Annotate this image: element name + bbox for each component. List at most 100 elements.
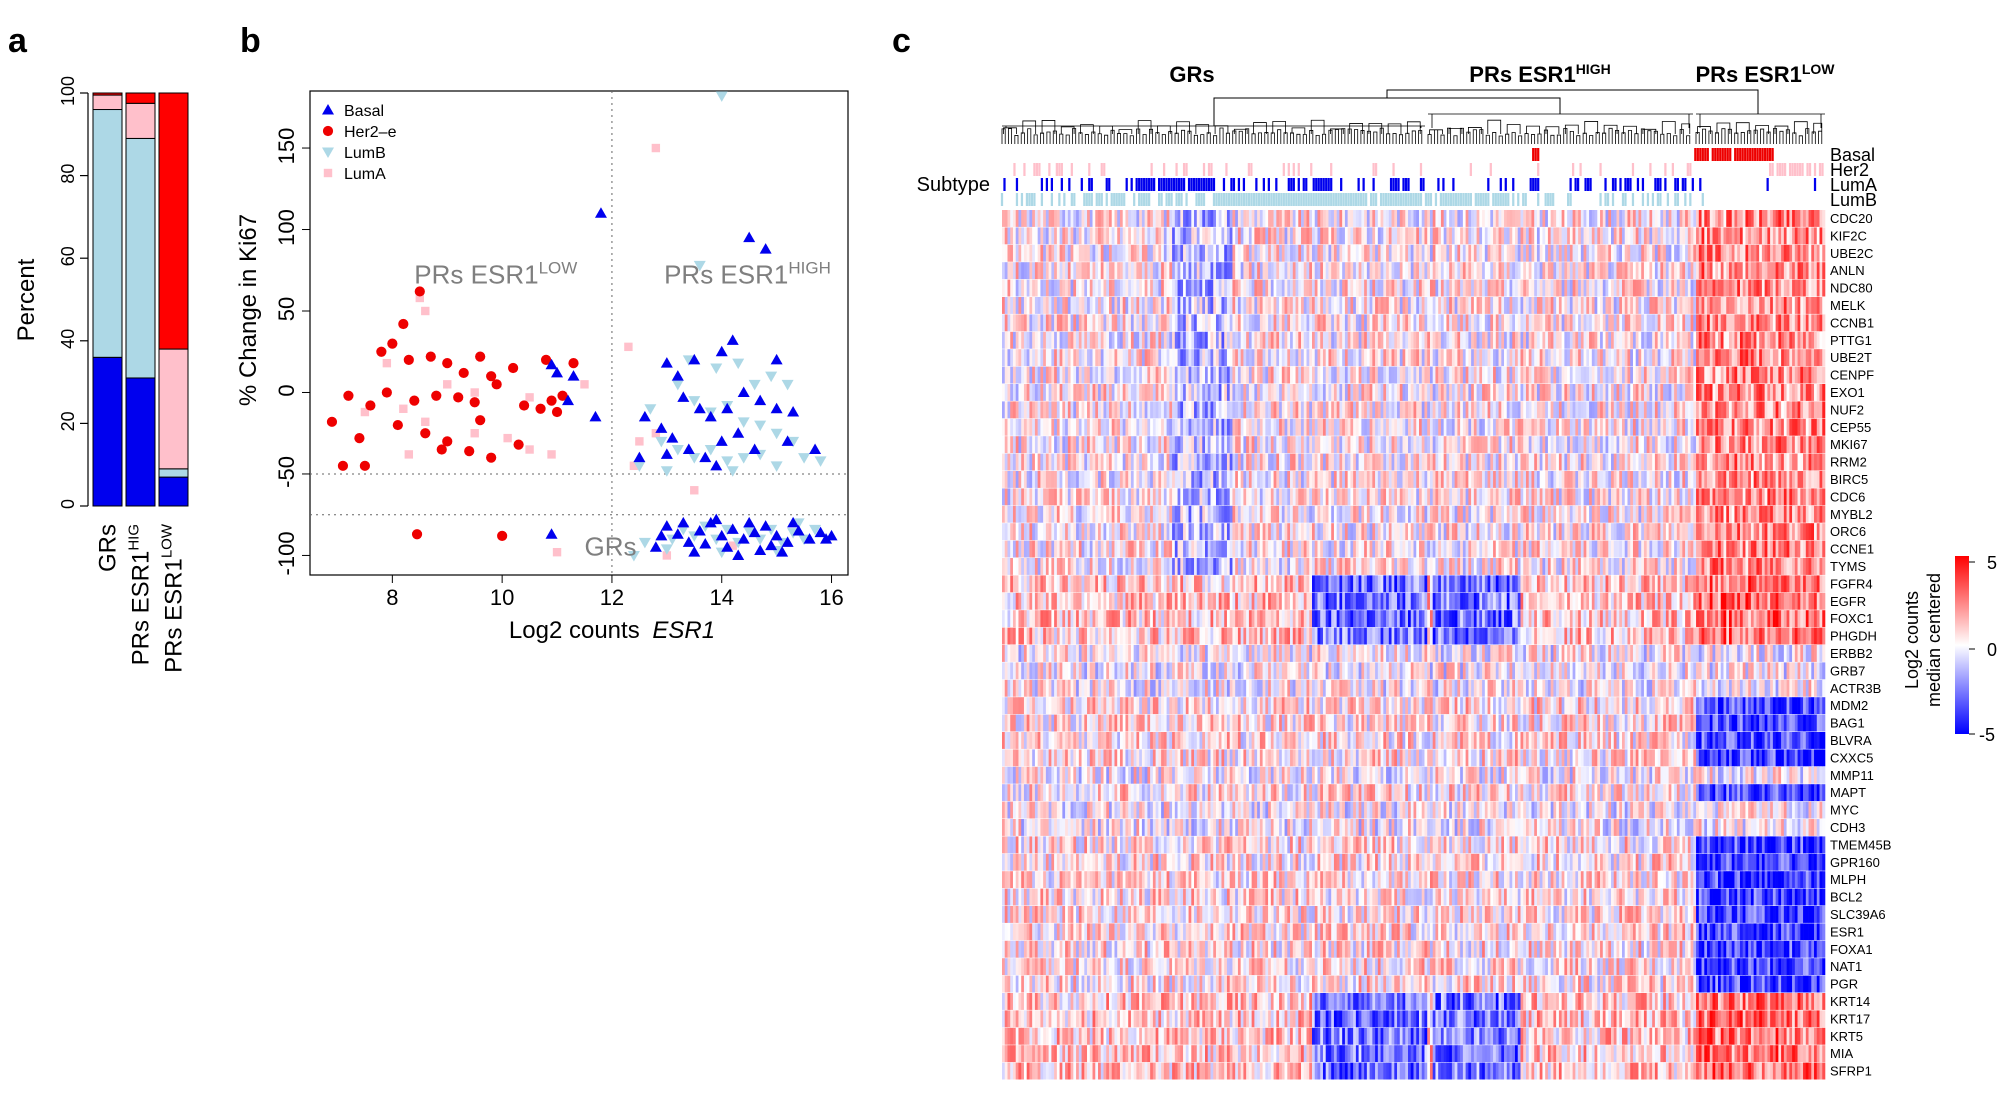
heatmap-cell: [1471, 436, 1475, 454]
heatmap-cell: [1476, 418, 1480, 436]
heatmap-cell: [1652, 384, 1656, 401]
group-title-superscript: LOW: [1802, 61, 1835, 77]
heatmap-cell: [1781, 349, 1785, 367]
heatmap-cell: [1536, 314, 1540, 332]
heatmap-cell: [1023, 349, 1027, 367]
heatmap-cell: [1037, 366, 1041, 384]
heatmap-cell: [1556, 384, 1560, 401]
heatmap-cell: [1512, 262, 1516, 280]
heatmap-cell: [1550, 227, 1554, 245]
heatmap-cell: [1372, 401, 1376, 419]
heatmap-cell: [1421, 453, 1425, 471]
heatmap-cell: [1687, 244, 1691, 262]
heatmap-cell: [1259, 384, 1263, 401]
heatmap-cell: [1567, 384, 1571, 401]
heatmap-cell: [1295, 262, 1299, 280]
heatmap-cell: [1794, 453, 1798, 471]
heatmap-cell: [1358, 366, 1362, 384]
x-tick-label: 16: [819, 585, 843, 610]
heatmap-cell: [1078, 297, 1082, 314]
heatmap-cell: [1235, 349, 1239, 367]
heatmap-cell: [1465, 453, 1469, 471]
heatmap-cell: [1600, 297, 1604, 314]
heatmap-cell: [1676, 244, 1680, 262]
heatmap-cell: [1734, 244, 1738, 262]
heatmap-cell: [1355, 471, 1359, 488]
heatmap-cell: [1350, 314, 1354, 332]
heatmap-cell: [1597, 297, 1601, 314]
heatmap-cell: [1048, 227, 1052, 245]
heatmap-cell: [1671, 210, 1675, 227]
heatmap-cell: [1589, 331, 1593, 349]
heatmap-cell: [1471, 210, 1475, 227]
region-label-superscript: HIGH: [788, 258, 831, 277]
heatmap-cell: [1460, 366, 1464, 384]
heatmap-cell: [1438, 210, 1442, 227]
heatmap-cell: [1479, 384, 1483, 401]
heatmap-cell: [1679, 314, 1683, 332]
heatmap-cell: [1317, 227, 1321, 245]
heatmap-cell: [1542, 401, 1546, 419]
heatmap-cell: [1797, 366, 1801, 384]
heatmap-cell: [1649, 384, 1653, 401]
heatmap-cell: [1734, 384, 1738, 401]
point-basal: [666, 432, 679, 443]
heatmap-cell: [1032, 244, 1036, 262]
heatmap-cell: [1547, 384, 1551, 401]
heatmap-cell: [1306, 384, 1310, 401]
heatmap-cell: [1539, 279, 1543, 297]
heatmap-cell: [1811, 384, 1815, 401]
heatmap-cell: [1759, 366, 1763, 384]
heatmap-cell: [1073, 279, 1077, 297]
heatmap-cell: [1235, 418, 1239, 436]
heatmap-cell: [1440, 453, 1444, 471]
heatmap-cell: [1100, 210, 1104, 227]
heatmap-cell: [1273, 418, 1277, 436]
heatmap-cell: [1550, 331, 1554, 349]
heatmap-cell: [1759, 227, 1763, 245]
heatmap-cell: [1136, 314, 1140, 332]
heatmap-cell: [1742, 349, 1746, 367]
heatmap-cell: [1070, 418, 1074, 436]
heatmap-cell: [1778, 436, 1782, 454]
heatmap-cell: [1816, 331, 1820, 349]
heatmap-cell: [1487, 384, 1491, 401]
heatmap-cell: [1523, 210, 1527, 227]
heatmap-cell: [1018, 471, 1022, 488]
heatmap-cell: [1413, 244, 1417, 262]
heatmap-row-pttg1: [1002, 331, 1826, 349]
heatmap-cell: [1462, 384, 1466, 401]
heatmap-cell: [1268, 453, 1272, 471]
heatmap-cell: [1243, 471, 1247, 488]
heatmap-cell: [1355, 262, 1359, 280]
point-lumb: [721, 456, 734, 467]
heatmap-cell: [1213, 297, 1217, 314]
heatmap-cell: [1761, 314, 1765, 332]
heatmap-cell: [1822, 453, 1826, 471]
bar-segment-lumb: [158, 468, 189, 478]
heatmap-cell: [1668, 401, 1672, 419]
heatmap-cell: [1783, 418, 1787, 436]
heatmap-cell: [1509, 262, 1513, 280]
heatmap-cell: [1803, 297, 1807, 314]
heatmap-cell: [1045, 401, 1049, 419]
heatmap-cell: [1525, 331, 1530, 349]
heatmap-cell: [1114, 384, 1118, 401]
heatmap-cell: [1095, 244, 1099, 262]
heatmap-cell: [1709, 314, 1713, 332]
heatmap-cell: [1811, 279, 1815, 297]
heatmap-cell: [1342, 401, 1346, 419]
heatmap-cell: [1816, 262, 1820, 280]
heatmap-cell: [1037, 401, 1041, 419]
heatmap-cell: [1550, 297, 1554, 314]
heatmap-cell: [1152, 279, 1156, 297]
heatmap-cell: [1674, 384, 1678, 401]
heatmap-cell: [1226, 297, 1230, 314]
heatmap-cell: [1528, 297, 1532, 314]
heatmap-cell: [1062, 401, 1066, 419]
heatmap-cell: [1232, 366, 1236, 384]
heatmap-cell: [1712, 366, 1716, 384]
heatmap-cell: [1726, 262, 1730, 280]
heatmap-cell: [1479, 366, 1483, 384]
heatmap-cell: [1089, 297, 1093, 314]
